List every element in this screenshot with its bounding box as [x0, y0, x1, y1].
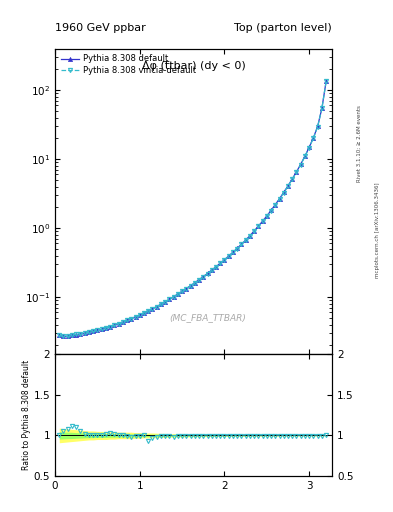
- Text: Δφ (t̅tbar) (dy < 0): Δφ (t̅tbar) (dy < 0): [142, 61, 245, 71]
- Pythia 8.308 default: [171, 293, 176, 300]
- Pythia 8.308 vincia-default: [209, 267, 214, 273]
- Text: 1960 GeV ppbar: 1960 GeV ppbar: [55, 23, 146, 33]
- Pythia 8.308 default: [235, 245, 240, 251]
- Pythia 8.308 default: [209, 267, 214, 273]
- Text: (MC_FBA_TTBAR): (MC_FBA_TTBAR): [169, 313, 246, 322]
- Y-axis label: Ratio to Pythia 8.308 default: Ratio to Pythia 8.308 default: [22, 360, 31, 470]
- Line: Pythia 8.308 default: Pythia 8.308 default: [57, 79, 328, 338]
- Pythia 8.308 vincia-default: [57, 332, 62, 338]
- Legend: Pythia 8.308 default, Pythia 8.308 vincia-default: Pythia 8.308 default, Pythia 8.308 vinci…: [59, 53, 197, 77]
- Pythia 8.308 default: [193, 280, 197, 286]
- Pythia 8.308 default: [57, 332, 62, 338]
- Pythia 8.308 vincia-default: [193, 280, 197, 286]
- Pythia 8.308 vincia-default: [324, 78, 329, 84]
- Line: Pythia 8.308 vincia-default: Pythia 8.308 vincia-default: [57, 79, 328, 338]
- Pythia 8.308 vincia-default: [235, 245, 240, 251]
- Pythia 8.308 default: [231, 249, 235, 255]
- Pythia 8.308 vincia-default: [171, 294, 176, 300]
- Pythia 8.308 vincia-default: [95, 327, 100, 333]
- Pythia 8.308 default: [324, 78, 329, 84]
- Pythia 8.308 default: [95, 327, 100, 333]
- Pythia 8.308 vincia-default: [231, 249, 235, 255]
- Pythia 8.308 default: [61, 333, 66, 339]
- Text: Top (parton level): Top (parton level): [234, 23, 332, 33]
- Text: mcplots.cern.ch [arXiv:1306.3436]: mcplots.cern.ch [arXiv:1306.3436]: [375, 183, 380, 278]
- Pythia 8.308 vincia-default: [61, 333, 66, 339]
- Text: Rivet 3.1.10; ≥ 2.6M events: Rivet 3.1.10; ≥ 2.6M events: [357, 105, 362, 182]
